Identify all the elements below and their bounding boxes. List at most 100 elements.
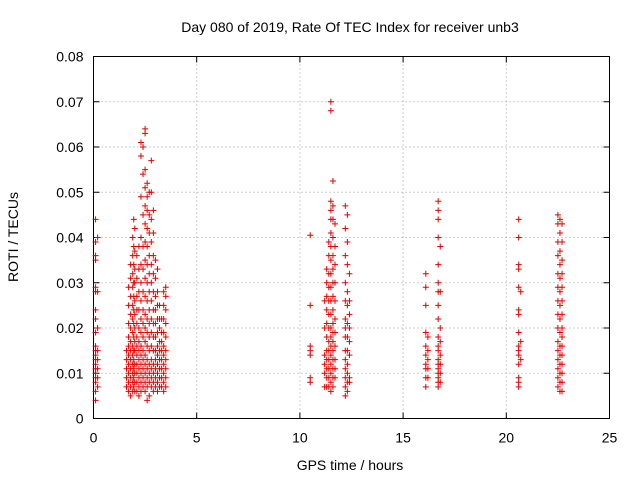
data-point [329,234,336,241]
data-point [152,293,159,300]
data-point [422,284,429,291]
data-point [331,261,338,268]
data-point [435,279,442,286]
data-point [554,356,561,363]
data-point [94,325,101,331]
data-point [131,248,138,255]
data-point [125,320,132,327]
data-point [130,216,137,223]
data-point [130,356,137,363]
data-point [323,279,330,286]
data-point [327,198,334,205]
data-point [148,239,155,246]
data-point [435,234,442,241]
data-point [435,207,442,214]
data-point [140,211,147,218]
data-point [133,334,140,341]
y-tick-label: 0.01 [56,365,83,381]
data-point [135,325,142,331]
data-point [342,356,349,363]
data-point [94,365,101,372]
data-point [142,325,149,331]
data-point [140,347,147,354]
data-point [137,261,144,268]
data-point [148,189,155,196]
data-point [517,338,524,345]
data-point [424,365,431,372]
data-point [92,329,99,336]
data-point [94,288,101,295]
data-point [152,257,159,264]
x-axis-label: GPS time / hours [297,457,404,473]
data-point [129,329,136,336]
data-point [329,293,336,300]
data-point [556,315,563,322]
data-point [148,216,155,223]
data-point [554,365,561,372]
data-point [152,320,159,327]
data-point [422,329,429,336]
x-tick-label: 10 [292,430,308,446]
data-point [559,270,566,277]
data-point [92,216,99,223]
data-point [307,302,314,309]
data-point [160,379,167,386]
data-point [162,293,169,300]
data-point [92,379,99,386]
data-point [437,338,444,345]
data-point [152,275,159,282]
data-point [307,232,314,239]
y-tick-label: 0.08 [56,49,83,65]
data-point [342,365,349,372]
data-point [160,315,167,322]
data-point [556,248,563,255]
data-point [154,352,161,359]
data-point [329,306,336,313]
data-point [162,365,169,372]
data-point [556,288,563,295]
data-point [435,302,442,309]
data-point [422,383,429,390]
data-point [321,370,328,377]
x-tick-label: 20 [499,430,515,446]
data-point [130,383,137,390]
data-point [156,325,163,331]
data-point [150,252,157,259]
data-point [158,338,165,345]
data-point [160,288,167,295]
data-point [130,261,137,268]
data-point [327,270,334,277]
data-point [554,211,561,218]
x-tick-label: 5 [193,430,201,446]
data-point [559,388,566,395]
data-point [329,216,336,223]
data-point [342,202,349,209]
data-point [346,297,353,304]
data-point [162,383,169,390]
y-tick-label: 0.05 [56,184,83,200]
data-point [327,379,334,386]
data-point [140,144,147,150]
data-point [331,329,338,336]
data-point [559,379,566,386]
data-point [307,352,314,359]
data-point [437,361,444,368]
data-point [133,275,140,282]
data-point [515,361,522,368]
data-point [137,279,144,286]
data-point [346,311,353,318]
data-point [162,334,169,341]
data-point [342,279,349,286]
data-point [329,202,336,209]
data-point [559,352,566,359]
data-point [329,338,336,345]
data-point [556,216,563,223]
data-point [422,352,429,359]
data-point [162,374,169,381]
data-point [344,334,351,341]
data-point [331,220,338,227]
data-point [435,334,442,341]
data-point [422,302,429,309]
data-point [146,211,153,218]
